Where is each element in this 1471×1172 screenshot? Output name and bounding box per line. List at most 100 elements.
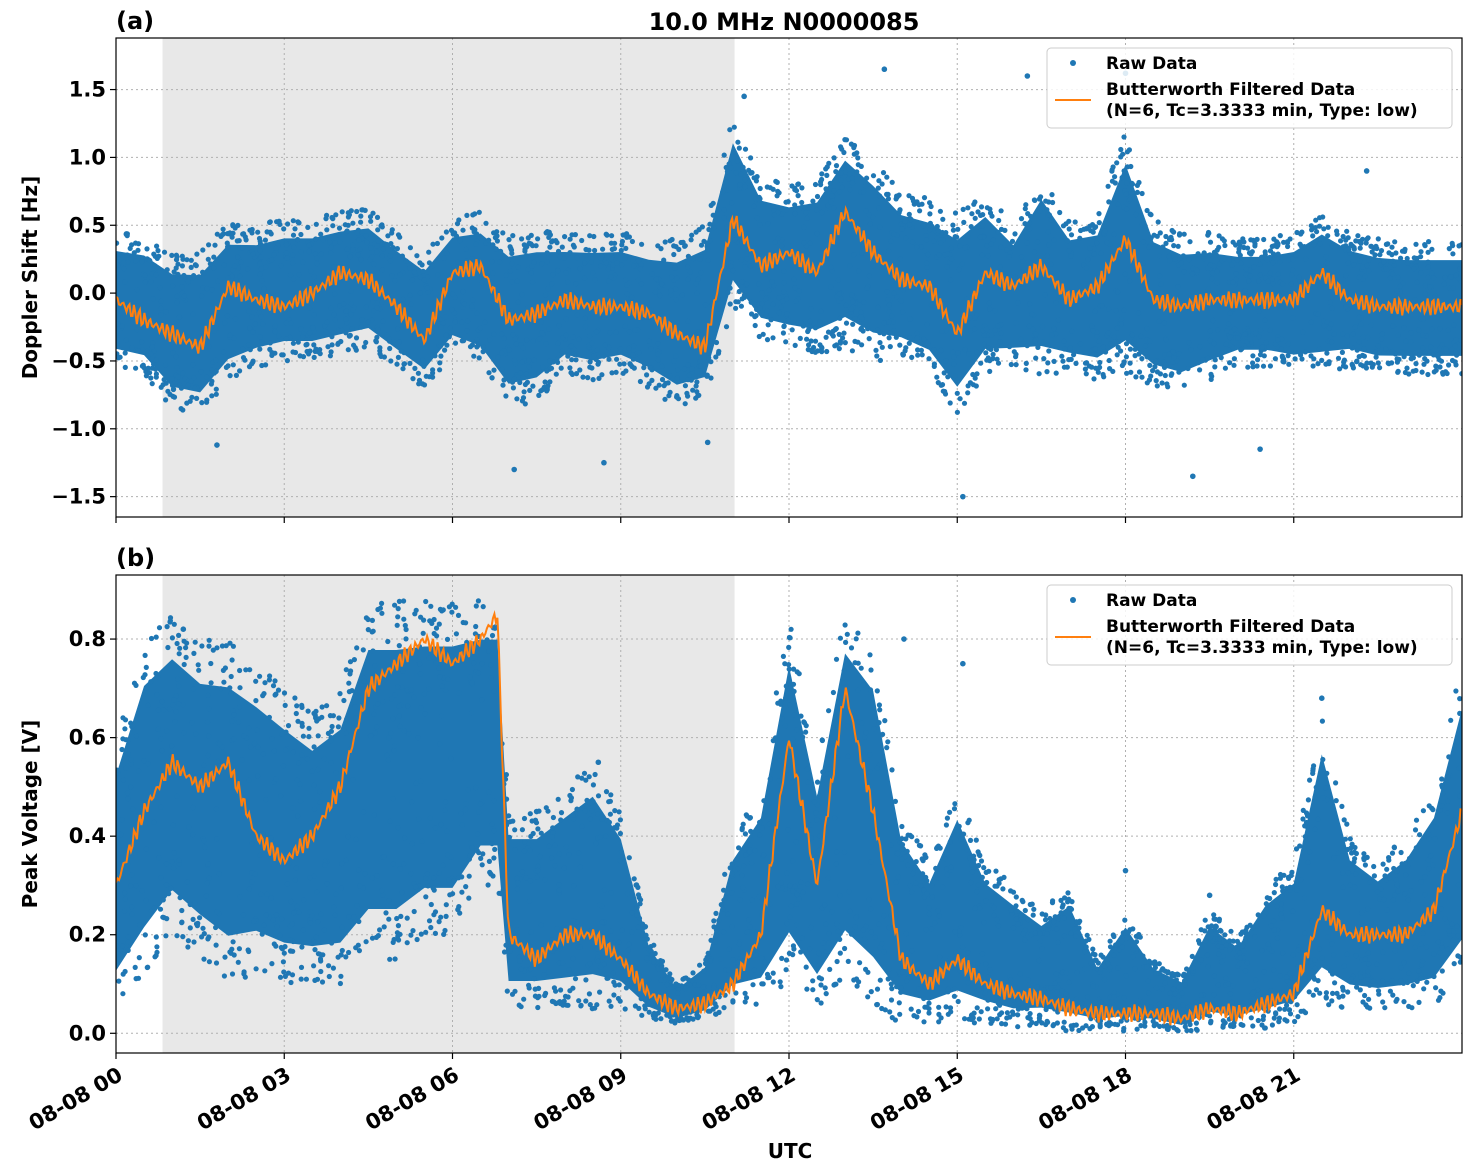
raw-data-point — [443, 229, 449, 235]
raw-data-point — [509, 250, 515, 256]
raw-data-point — [833, 861, 839, 867]
raw-data-point — [674, 375, 680, 381]
raw-data-point — [480, 349, 486, 355]
raw-data-point — [349, 326, 355, 332]
raw-data-point — [1037, 930, 1043, 937]
raw-data-point — [1212, 364, 1218, 370]
raw-data-point — [1049, 192, 1055, 198]
raw-data-point — [1207, 252, 1213, 258]
raw-data-point — [492, 625, 498, 631]
raw-data-point — [236, 704, 243, 711]
raw-data-point — [563, 332, 569, 338]
raw-data-point — [1408, 339, 1414, 345]
raw-data-point — [455, 612, 462, 619]
raw-data-point — [823, 953, 829, 959]
raw-data-point — [794, 891, 800, 898]
raw-data-point — [814, 230, 820, 237]
raw-data-point — [974, 1005, 980, 1011]
raw-data-point — [228, 950, 234, 956]
raw-data-point — [118, 831, 124, 838]
raw-data-point — [589, 365, 595, 371]
raw-data-point — [211, 265, 217, 271]
raw-data-point — [632, 327, 638, 333]
raw-data-point — [744, 281, 750, 287]
raw-data-point — [309, 768, 315, 774]
raw-data-point — [1456, 765, 1462, 771]
raw-data-point — [142, 272, 148, 278]
raw-data-point — [432, 909, 439, 915]
raw-data-point — [886, 302, 892, 308]
raw-data-point — [590, 782, 597, 788]
raw-data-point — [794, 669, 800, 675]
raw-data-point — [1142, 343, 1149, 349]
raw-data-point — [222, 320, 228, 326]
raw-data-point — [179, 263, 185, 269]
raw-data-point — [352, 704, 358, 710]
raw-data-point — [375, 238, 381, 244]
raw-data-point — [397, 723, 403, 729]
raw-data-point — [1222, 932, 1228, 938]
raw-data-point — [116, 767, 120, 773]
raw-data-point — [322, 323, 328, 329]
raw-data-point — [1098, 250, 1104, 256]
raw-data-point — [501, 335, 507, 341]
raw-data-point — [184, 257, 190, 263]
raw-data-point — [159, 698, 165, 705]
raw-data-point — [669, 274, 675, 280]
raw-data-point — [387, 253, 393, 259]
raw-data-point — [1456, 243, 1462, 249]
raw-data-point — [759, 290, 765, 296]
raw-data-point — [260, 321, 266, 327]
raw-data-point — [1238, 931, 1244, 937]
raw-data-point — [1051, 358, 1057, 364]
raw-data-point — [1290, 315, 1296, 321]
raw-data-point — [810, 198, 816, 204]
raw-data-point — [1403, 338, 1409, 344]
raw-data-point — [991, 912, 997, 919]
raw-data-point — [1211, 916, 1217, 922]
raw-data-point — [1119, 938, 1125, 944]
raw-data-point — [546, 234, 552, 240]
raw-data-point — [506, 813, 512, 819]
raw-data-point — [311, 273, 317, 280]
raw-data-point — [1018, 216, 1025, 222]
raw-data-point — [934, 875, 941, 882]
raw-data-point — [392, 956, 398, 962]
raw-data-point — [608, 256, 614, 262]
raw-data-point — [1091, 246, 1097, 252]
raw-data-point — [344, 228, 350, 234]
raw-data-point — [1039, 911, 1045, 917]
raw-data-point — [1265, 941, 1271, 947]
raw-data-point — [590, 377, 596, 383]
raw-data-point — [1277, 973, 1283, 979]
raw-data-point — [1083, 944, 1089, 950]
raw-data-point — [122, 726, 128, 732]
raw-data-point — [1374, 889, 1381, 895]
raw-data-point — [160, 914, 166, 920]
raw-data-point — [1230, 983, 1236, 989]
raw-data-point — [607, 798, 614, 804]
raw-data-point — [1194, 1027, 1200, 1033]
raw-data-point — [798, 320, 804, 326]
raw-data-point — [960, 206, 966, 212]
raw-data-point — [370, 299, 376, 305]
raw-data-point — [1171, 355, 1177, 361]
raw-data-point — [383, 910, 389, 916]
raw-data-point — [608, 890, 614, 896]
raw-data-point — [752, 322, 758, 329]
raw-data-point — [253, 966, 259, 972]
raw-data-point — [1107, 341, 1114, 347]
raw-data-point — [1273, 881, 1279, 888]
raw-data-point — [248, 744, 254, 750]
raw-data-point — [1406, 1003, 1412, 1010]
raw-data-point — [1417, 832, 1423, 838]
raw-data-point — [804, 986, 810, 992]
raw-data-point — [823, 186, 829, 192]
raw-data-point — [868, 859, 874, 865]
raw-data-point — [1090, 964, 1096, 970]
raw-data-point — [1029, 311, 1035, 317]
raw-data-point — [1121, 995, 1127, 1001]
raw-data-point — [394, 361, 400, 367]
raw-data-point — [493, 246, 499, 252]
raw-data-point — [1042, 292, 1048, 298]
